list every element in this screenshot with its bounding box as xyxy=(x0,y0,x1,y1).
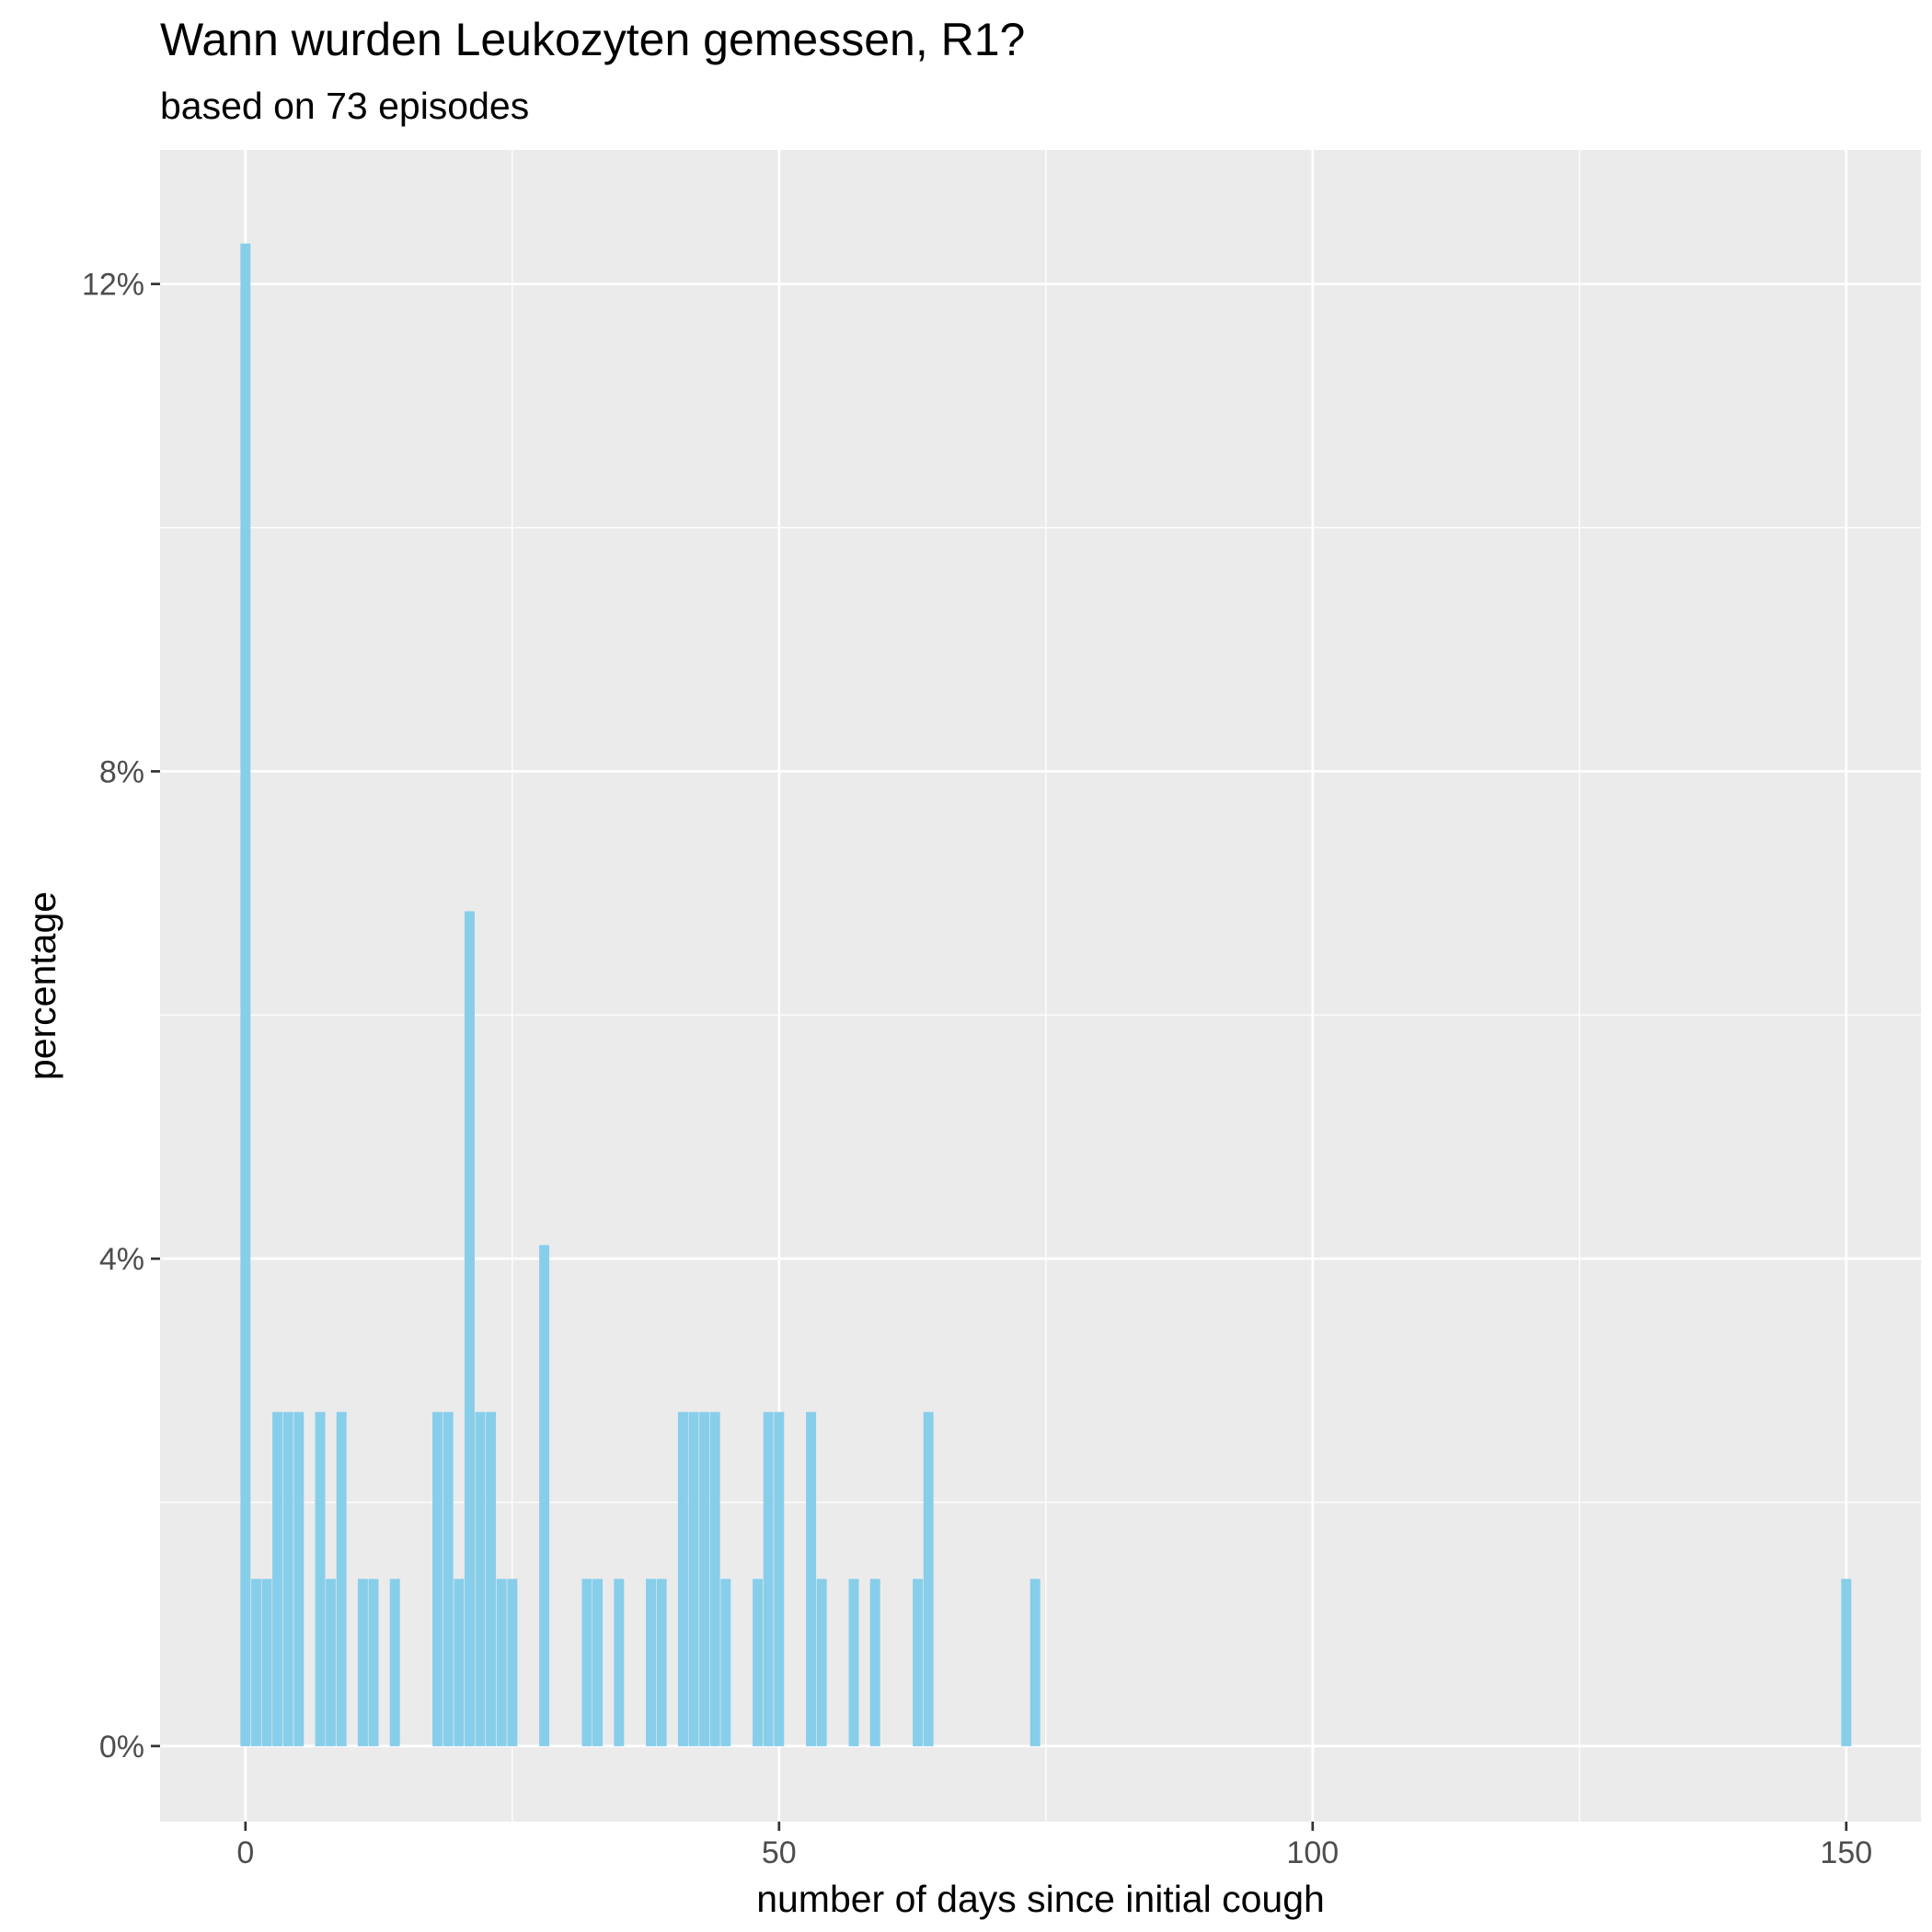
y-tick-label: 8% xyxy=(99,754,144,789)
bar xyxy=(486,1411,497,1747)
bar xyxy=(261,1579,272,1747)
y-axis: 0% 4% 8% 12% xyxy=(82,268,160,1765)
bar xyxy=(454,1579,465,1747)
bar xyxy=(389,1579,400,1747)
bar xyxy=(240,243,251,1747)
x-axis-title: number of days since initial cough xyxy=(756,1878,1325,1920)
y-axis-title: percentage xyxy=(21,891,63,1080)
bar xyxy=(581,1579,592,1747)
bar xyxy=(913,1579,924,1747)
bar xyxy=(709,1411,720,1747)
bar xyxy=(688,1411,699,1747)
bars xyxy=(240,243,1852,1747)
y-tick-label: 12% xyxy=(82,268,144,303)
minor-gridlines xyxy=(160,150,1921,1822)
bar xyxy=(614,1579,625,1747)
bar xyxy=(496,1579,507,1747)
bar xyxy=(646,1579,657,1747)
y-tick-label: 4% xyxy=(99,1242,144,1277)
x-axis: 0 50 100 150 xyxy=(236,1822,1872,1870)
bar xyxy=(326,1579,337,1747)
x-tick-label: 0 xyxy=(236,1835,254,1870)
bar xyxy=(699,1411,710,1747)
bar xyxy=(923,1411,934,1747)
bar xyxy=(774,1411,785,1747)
bar xyxy=(869,1579,880,1747)
bar xyxy=(507,1579,518,1747)
x-tick-label: 150 xyxy=(1820,1835,1872,1870)
bar xyxy=(336,1411,347,1747)
y-tick-label: 0% xyxy=(99,1730,144,1765)
bar xyxy=(848,1579,859,1747)
bar xyxy=(677,1411,688,1747)
chart-subtitle: based on 73 episodes xyxy=(160,85,530,127)
bar xyxy=(539,1245,550,1747)
bar xyxy=(720,1579,731,1747)
bar xyxy=(816,1579,827,1747)
bar xyxy=(432,1411,443,1747)
bar xyxy=(1029,1579,1041,1747)
bar xyxy=(464,911,475,1747)
chart-title: Wann wurden Leukozyten gemessen, R1? xyxy=(160,14,1026,65)
bar xyxy=(656,1579,667,1747)
x-tick-label: 50 xyxy=(762,1835,797,1870)
x-tick-label: 100 xyxy=(1286,1835,1339,1870)
bar xyxy=(475,1411,486,1747)
bar xyxy=(1841,1579,1852,1747)
bar xyxy=(272,1411,283,1747)
bar xyxy=(315,1411,326,1747)
bar xyxy=(357,1579,368,1747)
bar xyxy=(806,1411,817,1747)
bar xyxy=(763,1411,774,1747)
bar xyxy=(592,1579,604,1747)
bar xyxy=(282,1411,293,1747)
bar xyxy=(293,1411,305,1747)
bar xyxy=(753,1579,764,1747)
bar xyxy=(250,1579,261,1747)
plot-panel xyxy=(160,150,1921,1822)
bar xyxy=(443,1411,454,1747)
bar xyxy=(368,1579,379,1747)
